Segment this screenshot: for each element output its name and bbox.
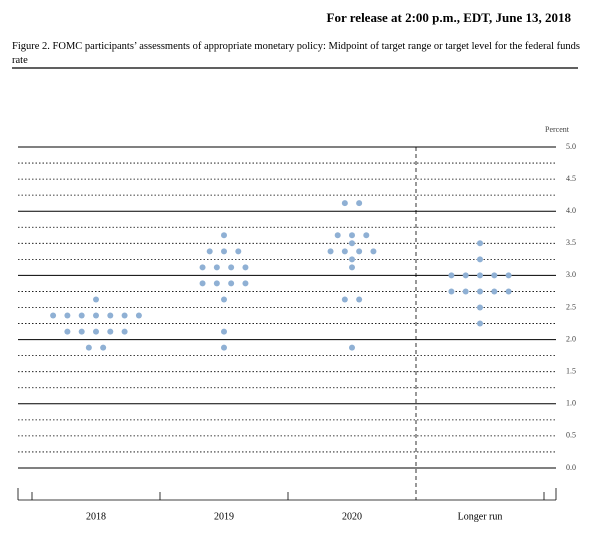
dot <box>93 312 99 319</box>
dot <box>93 296 99 303</box>
dot <box>199 264 206 271</box>
dot <box>477 288 483 295</box>
dot <box>334 232 341 239</box>
x-tick-label: 2019 <box>214 511 234 522</box>
dot <box>213 264 220 271</box>
dot <box>356 296 363 303</box>
dot <box>242 280 249 287</box>
dot <box>121 328 128 335</box>
dot <box>341 248 348 255</box>
x-axis <box>17 488 557 501</box>
dot <box>349 264 355 271</box>
dot <box>505 288 512 295</box>
dot <box>349 240 355 247</box>
dot <box>462 272 469 279</box>
dot <box>491 272 498 279</box>
dot <box>221 344 227 351</box>
release-header: For release at 2:00 p.m., EDT, June 13, … <box>326 10 571 25</box>
dot <box>477 256 483 263</box>
y-tick-label: 5.0 <box>566 142 576 151</box>
dot <box>221 296 227 303</box>
y-tick-label: 4.0 <box>566 206 576 215</box>
dot <box>199 280 206 287</box>
dot <box>135 312 142 319</box>
dot <box>228 280 235 287</box>
dot <box>349 344 355 351</box>
x-tick-label: 2018 <box>86 511 106 522</box>
dot <box>505 272 512 279</box>
dot <box>491 288 498 295</box>
dot <box>235 248 242 255</box>
dot <box>107 312 114 319</box>
y-tick-label: 1.5 <box>566 367 576 376</box>
dot <box>341 200 348 207</box>
y-tick-label: 3.5 <box>566 238 576 247</box>
dot <box>50 312 57 319</box>
dot <box>327 248 334 255</box>
y-tick-label: 1.0 <box>566 399 576 408</box>
y-tick-label: 2.0 <box>566 334 576 343</box>
y-tick-label: 0.5 <box>566 431 576 440</box>
x-tick-label: 2020 <box>342 511 362 522</box>
dot <box>477 320 483 327</box>
dot <box>228 264 235 271</box>
dot <box>242 264 249 271</box>
dot <box>356 248 363 255</box>
x-tick-label: Longer run <box>458 511 503 522</box>
dot <box>93 328 99 335</box>
dot <box>64 328 71 335</box>
figure-caption: Figure 2. FOMC participants’ assessments… <box>12 41 581 66</box>
dot <box>448 288 455 295</box>
dot <box>78 312 85 319</box>
y-axis-label: Percent <box>545 125 570 134</box>
dot <box>477 272 483 279</box>
dot <box>107 328 114 335</box>
dot <box>121 312 128 319</box>
dot <box>349 256 355 263</box>
dot <box>341 296 348 303</box>
y-tick-label: 0.0 <box>566 463 576 472</box>
dot <box>349 232 355 239</box>
dot <box>213 280 220 287</box>
dot <box>221 328 227 335</box>
dot <box>221 232 227 239</box>
y-tick-label: 2.5 <box>566 302 576 311</box>
dot <box>221 248 227 255</box>
dot <box>206 248 213 255</box>
dot <box>462 288 469 295</box>
y-tick-label: 3.0 <box>566 270 576 279</box>
dot <box>363 232 370 239</box>
dot <box>370 248 377 255</box>
dot <box>448 272 455 279</box>
dot <box>477 304 483 311</box>
dot <box>64 312 71 319</box>
dot <box>356 200 363 207</box>
y-tick-label: 4.5 <box>566 174 576 183</box>
dot <box>78 328 85 335</box>
dot <box>477 240 483 247</box>
dot <box>85 344 92 351</box>
dot <box>100 344 107 351</box>
